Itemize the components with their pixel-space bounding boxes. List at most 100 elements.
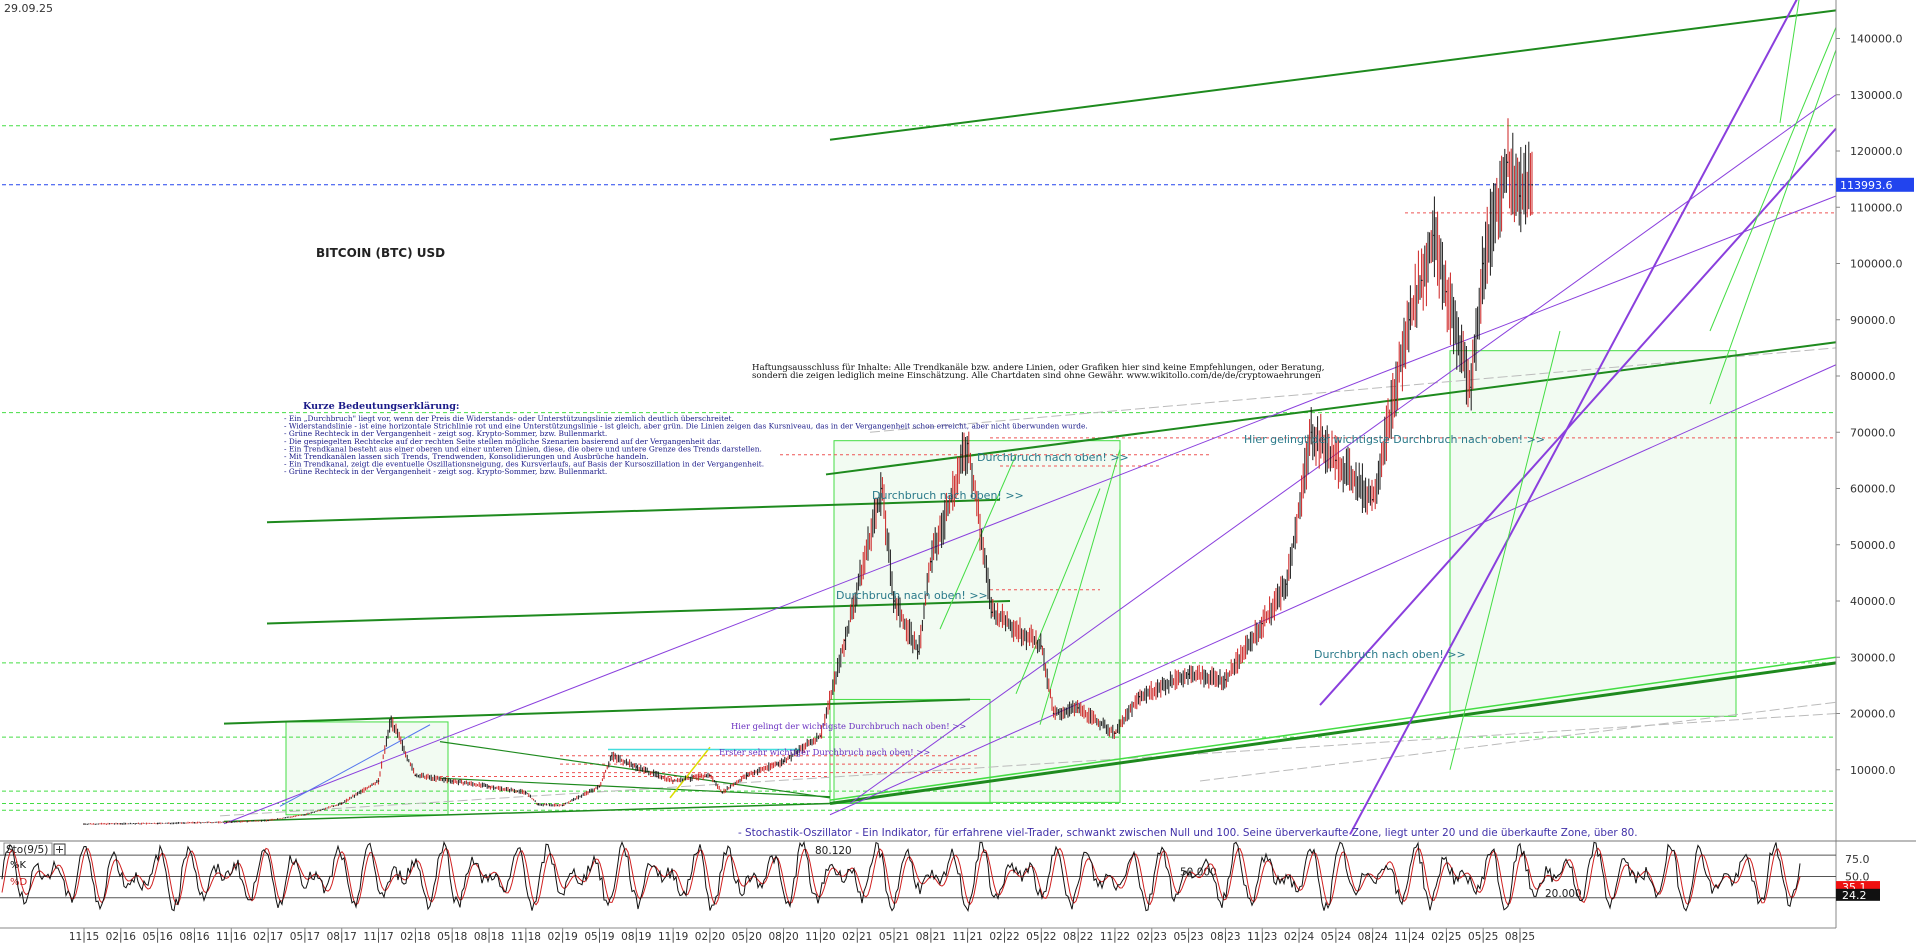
breakout-small-label: Erster sehr wichtiger Durchbruch nach ob… [719,747,930,757]
price-point [488,785,490,788]
x-tick-label: 11|20 [805,931,835,943]
x-tick-label: 08|19 [621,931,651,943]
x-tick-label: 05|19 [584,931,614,943]
price-point [1138,695,1141,698]
trend-line [1039,448,1121,725]
price-point [1519,195,1521,197]
price-point [83,823,85,825]
x-tick-label: 05|17 [290,931,320,943]
stoch-ref-label: 20.000 [1545,888,1582,900]
trend-line [1709,49,1837,405]
price-point [610,754,613,757]
y-tick-label: 100000.0 [1850,258,1903,271]
chart-date: 29.09.25 [4,2,53,15]
y-tick-label: 120000.0 [1850,145,1903,158]
price-point [709,774,711,777]
breakout-label: Durchbruch nach oben! >> [872,489,1024,502]
current-price-label: 113993.6 [1840,179,1893,192]
stoch-ref-label: 80.120 [815,845,852,857]
stoch-d-value: 24.2 [1842,889,1867,902]
x-tick-label: 11|24 [1394,931,1425,943]
disclaimer-line-2: sondern die zeigen lediglich meine Einsc… [752,371,1321,381]
legend-line: - Ein „Durchbruch" liegt vor, wenn der P… [284,414,734,423]
x-tick-label: 02|17 [253,931,283,943]
gray-trend-line [1199,701,1837,782]
price-point [672,780,674,782]
price-point [304,813,306,816]
price-point [880,487,883,490]
y-tick-label: 20000.0 [1850,708,1896,721]
breakout-label: Durchbruch nach oben! >> [836,589,988,602]
legend-line: - Widerstandslinie - ist eine horizontal… [284,422,1088,431]
price-point [390,718,392,720]
x-tick-label: 11|18 [511,931,541,943]
price-point [893,600,895,602]
x-tick-label: 08|25 [1505,931,1535,943]
y-tick-label: 70000.0 [1850,426,1896,439]
price-point [230,821,233,823]
price-point [1187,673,1190,675]
x-tick-label: 08|18 [474,931,504,943]
price-point [966,442,969,445]
price-point [1470,386,1472,389]
stochastic-note: - Stochastik-Oszillator - Ein Indikator,… [738,827,1638,839]
price-point [1052,712,1055,715]
x-tick-label: 05|22 [1026,931,1056,943]
price-point [525,791,527,794]
trend-line [825,341,1837,476]
x-tick-label: 05|21 [879,931,909,943]
x-tick-label: 08|23 [1210,931,1240,943]
x-tick-label: 02|22 [989,931,1019,943]
trend-line [1015,488,1101,695]
trend-line [279,724,431,807]
x-tick-label: 08|20 [768,931,798,943]
x-tick-label: 11|15 [69,931,99,943]
price-point [1531,183,1534,186]
x-tick-label: 05|23 [1173,931,1203,943]
trend-line [829,656,1837,801]
trend-line [829,661,1837,805]
x-tick-label: 11|23 [1247,931,1277,943]
legend-line: - Grüne Rechteck in der Vergangenheit - … [284,429,607,438]
x-tick-label: 02|25 [1431,931,1461,943]
trend-line [266,600,1011,625]
breakout-main-label: Hier gelingt der wichtigste Durchbruch n… [1244,433,1545,446]
stoch-d-tag [1836,888,1880,901]
price-point [1310,431,1313,434]
price-point [930,560,932,563]
y-tick-label: 80000.0 [1850,370,1896,383]
trend-line [829,364,1837,816]
price-point [917,650,920,653]
price-point [451,780,454,782]
x-tick-label: 08|24 [1358,931,1389,943]
breakout-label: Durchbruch nach oben! >> [1314,648,1466,661]
price-point [1224,678,1227,681]
trend-line [223,698,971,725]
y-tick-label: 10000.0 [1850,764,1896,777]
trend-line [829,9,1837,141]
price-point [193,821,196,824]
y-tick-label: 40000.0 [1850,595,1896,608]
price-point [561,804,564,806]
trend-line [439,777,831,798]
trend-line [1779,0,1800,123]
price-point [1482,262,1484,265]
price-point [1040,645,1043,647]
x-tick-label: 08|22 [1063,931,1093,943]
chart-title: BITCOIN (BTC) USD [316,246,445,260]
stoch-d-line [1,847,1801,906]
trend-line [1319,127,1837,706]
price-point [1077,707,1079,709]
x-tick-label: 11|19 [658,931,688,943]
price-point [414,774,417,777]
disclaimer-line-1: Haftungsausschluss für Inhalte: Alle Tre… [752,363,1324,373]
legend-line: - Ein Trendkanal besteht aus einer obere… [284,444,762,453]
price-point [782,760,785,763]
breakout-label: Durchbruch nach oben! >> [977,451,1129,464]
x-tick-label: 05|20 [732,931,762,943]
stoch-legend-d: %D [10,877,28,888]
price-point [340,802,343,805]
legend-line: - Die gespiegelten Rechtecke auf der rec… [284,437,721,446]
x-tick-label: 11|21 [953,931,983,943]
